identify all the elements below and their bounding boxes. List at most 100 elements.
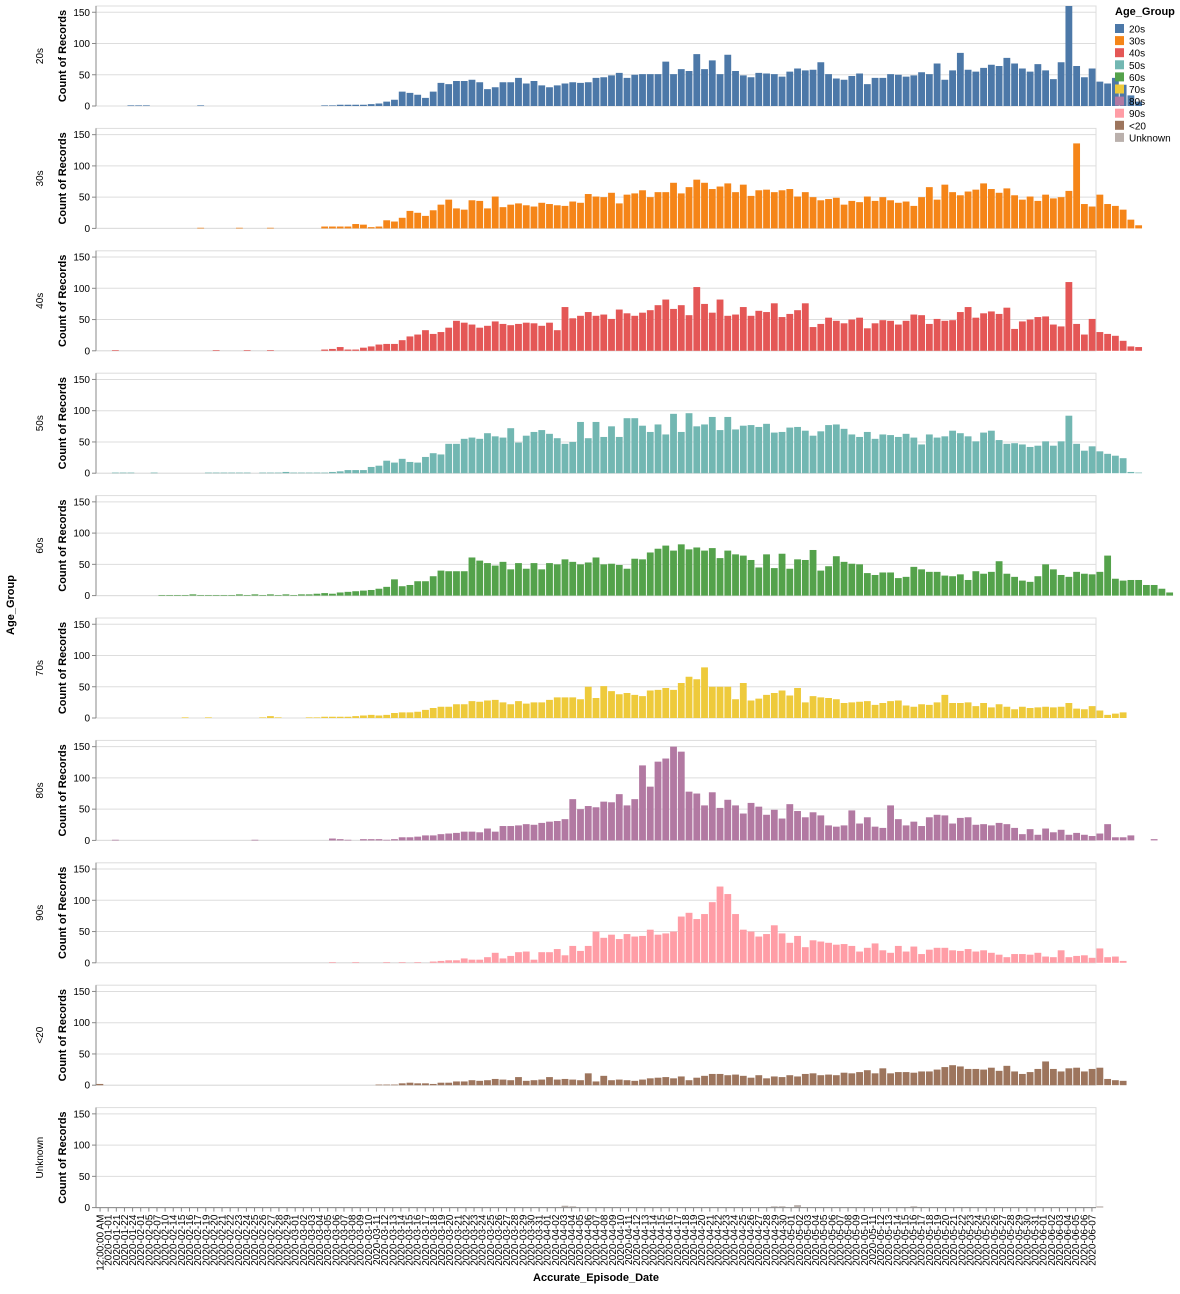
bar bbox=[1057, 950, 1065, 963]
bar bbox=[1127, 346, 1135, 351]
bar bbox=[538, 952, 546, 963]
bar bbox=[1057, 574, 1065, 596]
bar bbox=[770, 303, 778, 351]
x-tick-label: 2020-03-22 bbox=[461, 1214, 472, 1266]
bar bbox=[801, 702, 809, 719]
bar bbox=[476, 200, 484, 229]
x-axis: 12:00:00 AM2020-01-012020-01-212020-01-2… bbox=[96, 1207, 1098, 1284]
bar bbox=[546, 87, 553, 106]
bar bbox=[1026, 954, 1034, 963]
bar bbox=[236, 227, 243, 229]
bar bbox=[941, 1067, 949, 1086]
x-tick-label: 2020-02-28 bbox=[274, 1214, 285, 1266]
bar bbox=[391, 99, 398, 106]
x-tick-label: 2020-02-17 bbox=[193, 1214, 204, 1266]
x-tick-label: 2020-05-02 bbox=[795, 1214, 806, 1266]
bar bbox=[623, 934, 631, 963]
bar bbox=[972, 951, 980, 963]
bar bbox=[654, 74, 662, 106]
bar bbox=[453, 571, 460, 596]
bar bbox=[980, 824, 988, 841]
bar bbox=[305, 472, 313, 474]
bar bbox=[925, 187, 933, 229]
bar bbox=[484, 828, 491, 841]
bar bbox=[856, 823, 863, 841]
bar bbox=[336, 839, 344, 841]
bar bbox=[336, 471, 344, 474]
bar bbox=[918, 444, 925, 474]
bar bbox=[1135, 347, 1143, 351]
y-tick-label: 150 bbox=[73, 620, 90, 631]
bar bbox=[1119, 209, 1127, 229]
bar bbox=[592, 557, 600, 596]
bar bbox=[956, 1066, 964, 1086]
bar bbox=[941, 184, 949, 229]
bar bbox=[453, 443, 460, 474]
bar bbox=[786, 189, 794, 229]
bar bbox=[809, 327, 817, 351]
bar bbox=[933, 947, 941, 963]
legend-label: <20 bbox=[1129, 121, 1146, 132]
y-tick-label: 50 bbox=[79, 437, 91, 448]
x-tick-label: 2020-04-19 bbox=[689, 1214, 700, 1266]
x-tick-label: 2020-02-14 bbox=[169, 1214, 180, 1266]
bar bbox=[1073, 143, 1081, 229]
bar bbox=[1057, 326, 1065, 351]
bar bbox=[871, 200, 879, 229]
bar bbox=[1003, 957, 1011, 963]
bar bbox=[825, 74, 832, 106]
bar bbox=[770, 925, 778, 963]
bar bbox=[608, 563, 615, 596]
y-tick-label: 50 bbox=[79, 1049, 91, 1060]
bar bbox=[360, 590, 367, 596]
x-tick-label: 2020-02-05 bbox=[144, 1214, 155, 1266]
y-tick-label: 100 bbox=[73, 773, 90, 784]
bar bbox=[422, 215, 429, 229]
facet-panel-60s: 0 50 100 150 Count of Records 60s bbox=[35, 495, 1174, 602]
bar bbox=[832, 1075, 840, 1086]
bar bbox=[631, 418, 639, 474]
bar bbox=[848, 1073, 856, 1086]
bar bbox=[639, 1079, 646, 1086]
bar bbox=[639, 696, 646, 719]
bar bbox=[763, 423, 770, 474]
bar bbox=[980, 703, 988, 718]
bar bbox=[592, 698, 600, 718]
bar bbox=[987, 430, 995, 474]
bar bbox=[111, 472, 119, 474]
bar bbox=[267, 227, 274, 229]
legend-title: Age_Group bbox=[1115, 6, 1175, 18]
bar bbox=[321, 472, 329, 474]
bar bbox=[530, 563, 538, 596]
bar bbox=[212, 472, 220, 474]
bar bbox=[577, 950, 584, 963]
bar bbox=[871, 323, 879, 351]
bar bbox=[832, 826, 840, 841]
bar bbox=[600, 314, 608, 351]
bar bbox=[468, 557, 476, 596]
bar bbox=[429, 91, 437, 106]
bar bbox=[925, 949, 933, 963]
bar bbox=[1049, 324, 1057, 351]
bar bbox=[747, 425, 755, 474]
bar bbox=[344, 591, 352, 596]
bar bbox=[918, 1071, 925, 1086]
bar bbox=[972, 317, 980, 351]
bar bbox=[460, 209, 468, 229]
bar bbox=[1057, 1071, 1065, 1086]
bar bbox=[584, 82, 592, 106]
bar bbox=[739, 425, 747, 474]
bar bbox=[639, 559, 646, 596]
x-tick-label: 2020-05-11 bbox=[868, 1214, 879, 1265]
bar bbox=[375, 465, 383, 474]
bar bbox=[755, 72, 763, 107]
bar bbox=[716, 186, 724, 229]
bar bbox=[259, 717, 267, 719]
bar bbox=[716, 886, 724, 963]
bar bbox=[918, 72, 925, 106]
bar bbox=[670, 308, 677, 351]
y-tick-label: 50 bbox=[79, 805, 91, 816]
bar bbox=[1104, 83, 1112, 106]
bar bbox=[414, 1083, 422, 1086]
bar bbox=[329, 105, 336, 107]
